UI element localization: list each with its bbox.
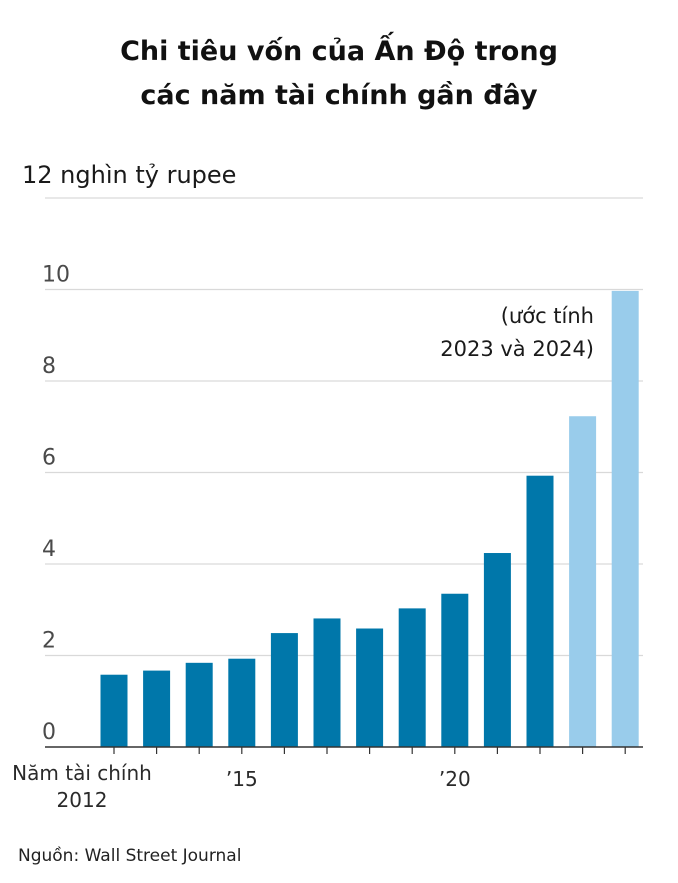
y-tick-label: 0 (42, 720, 56, 745)
x-first-label-line-1: Năm tài chính (12, 761, 152, 785)
bar-estimate (611, 290, 639, 747)
bar (356, 628, 384, 747)
bar (228, 658, 256, 747)
estimate-annotation-line-2: 2023 và 2024) (440, 337, 594, 361)
y-tick-label: 4 (42, 537, 56, 562)
bar (526, 475, 554, 747)
bar (483, 553, 511, 747)
bar (441, 593, 469, 747)
chart-title: Chi tiêu vốn của Ấn Độ trong các năm tài… (0, 30, 678, 118)
x-axis: ’15 ’20 (45, 746, 643, 791)
y-tick-label: 6 (42, 446, 56, 471)
bar (313, 618, 341, 747)
bar (100, 674, 128, 747)
y-tick-label: 2 (42, 629, 56, 654)
y-tick-label: 8 (42, 354, 56, 379)
bars (100, 290, 639, 747)
chart-title-line-2: các năm tài chính gần đây (140, 80, 538, 111)
x-first-label-line-2: 2012 (57, 788, 108, 812)
bar-estimate (569, 416, 597, 747)
gridlines: 0 2 4 6 8 10 (42, 197, 643, 745)
source-note: Nguồn: Wall Street Journal (18, 846, 242, 866)
bar-chart: 0 2 4 6 8 10 ’15 ’20 12 nghìn tỷ rupee (ước tí… (12, 161, 643, 812)
bar (270, 633, 298, 747)
bar (143, 670, 171, 747)
y-unit-label: 12 nghìn tỷ rupee (22, 161, 236, 189)
chart-title-line-1: Chi tiêu vốn của Ấn Độ trong (120, 36, 558, 67)
x-tick-label: ’15 (226, 767, 258, 791)
bar (185, 662, 213, 747)
y-tick-label: 10 (42, 263, 70, 288)
estimate-annotation-line-1: (ước tính (501, 304, 594, 328)
bar (398, 608, 426, 747)
x-tick-label: ’20 (439, 767, 471, 791)
